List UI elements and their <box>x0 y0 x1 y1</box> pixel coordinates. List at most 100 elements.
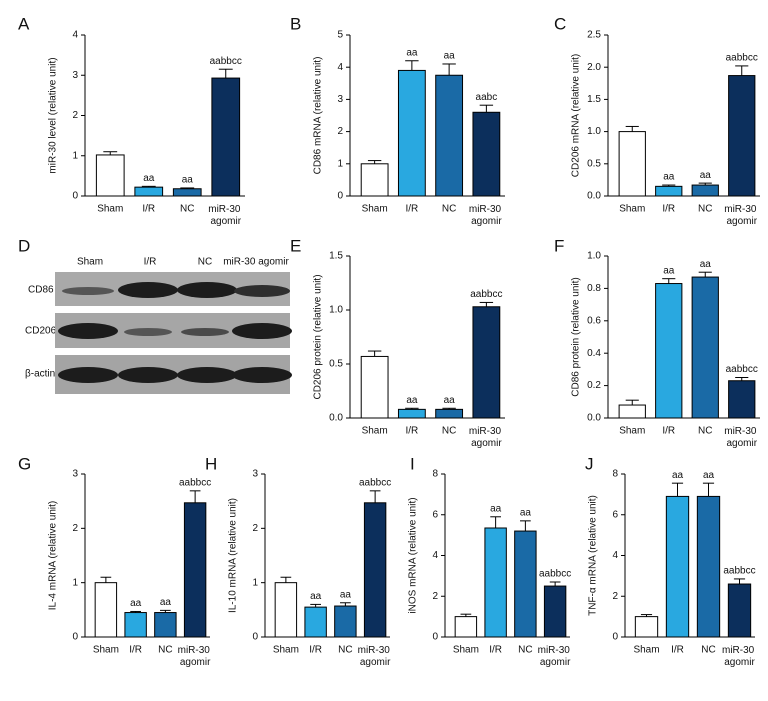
y-axis-label: TNF-α mRNA (relative unit) <box>588 495 599 616</box>
blot-band <box>232 367 292 383</box>
x-tick-label: I/R <box>309 645 322 656</box>
significance-label: aa <box>700 170 712 181</box>
y-tick-label: 6 <box>432 509 438 520</box>
bar <box>95 154 125 197</box>
y-tick-label: 8 <box>612 469 618 480</box>
x-tick-label: NC <box>518 645 532 656</box>
x-tick-label: Sham <box>93 645 119 656</box>
y-tick-label: 1 <box>337 158 343 169</box>
error-bar <box>442 407 456 410</box>
error-bar <box>160 609 171 613</box>
x-tick-label: NC <box>158 645 172 656</box>
x-tick-label: miR-30 agomir <box>208 204 243 227</box>
y-tick-label: 3 <box>72 70 78 81</box>
significance-label: aa <box>182 175 194 186</box>
x-tick-label: Sham <box>273 645 299 656</box>
blot-band <box>234 285 290 297</box>
y-tick-label: 1.5 <box>329 251 343 262</box>
y-axis-label: CD206 protein (relative unit) <box>313 274 324 399</box>
significance-label: aa <box>444 51 456 62</box>
x-tick-label: miR-30 agomir <box>724 426 759 449</box>
error-bar <box>625 125 639 132</box>
bar <box>728 75 756 197</box>
y-axis-label: CD206 mRNA (relative unit) <box>571 54 582 177</box>
x-tick-label: miR-30 agomir <box>538 645 573 668</box>
significance-label: aa <box>406 395 418 406</box>
x-tick-label-line: agomir <box>471 438 502 449</box>
y-axis-label: iNOS mRNA (relative unit) <box>408 497 419 613</box>
x-tick-label: miR-30 agomir <box>722 645 757 668</box>
bar <box>360 355 389 419</box>
bar <box>304 606 327 638</box>
panel-label: A <box>18 14 30 33</box>
y-tick-label: 0.0 <box>587 191 601 202</box>
blot-band <box>58 367 118 383</box>
error-bar <box>662 184 676 187</box>
bar <box>360 163 389 197</box>
x-tick-label: miR-30 agomir <box>469 426 504 449</box>
bar-chart: J TNF-α mRNA (relative unit) 0 2 4 6 8 Sham aa I/… <box>585 454 757 667</box>
x-tick-label-line: miR-30 <box>724 204 759 215</box>
error-bar <box>218 68 233 79</box>
x-tick-label: Sham <box>362 426 388 437</box>
error-bar <box>367 350 382 357</box>
x-tick-label: I/R <box>662 426 675 437</box>
x-tick-label: NC <box>698 426 712 437</box>
error-bar <box>671 482 684 497</box>
error-bar <box>735 377 749 381</box>
bar <box>454 616 478 638</box>
error-bar <box>625 399 639 406</box>
x-tick-label: NC <box>701 645 715 656</box>
bar <box>665 495 690 638</box>
y-tick-label: 4 <box>337 62 343 73</box>
bar <box>618 131 646 197</box>
y-tick-label: 0.2 <box>587 380 601 391</box>
bar <box>154 612 177 638</box>
y-tick-label: 2.0 <box>587 62 601 73</box>
x-tick-label: NC <box>442 204 456 215</box>
y-axis-label: IL-10 mRNA (relative unit) <box>228 498 239 613</box>
significance-label: aabbcc <box>359 477 391 488</box>
significance-label: aa <box>520 508 532 519</box>
y-tick-label: 1.5 <box>587 94 601 105</box>
x-tick-label-line: agomir <box>726 216 757 227</box>
bar <box>472 306 501 419</box>
bar <box>435 408 464 419</box>
bar-chart: E CD206 protein (relative unit) 0.0 0.5 1.0 1… <box>290 236 505 449</box>
y-tick-label: 1 <box>72 577 78 588</box>
x-tick-label-line: agomir <box>180 657 211 668</box>
bar <box>363 502 387 638</box>
error-bar <box>733 578 746 585</box>
y-axis-label: CD86 mRNA (relative unit) <box>313 57 324 175</box>
error-bar <box>698 271 712 278</box>
x-tick-label-line: agomir <box>724 657 755 668</box>
error-bar <box>460 613 472 617</box>
x-tick-label: Sham <box>633 645 659 656</box>
lane-label: Sham <box>77 257 103 268</box>
blot-band <box>118 367 178 383</box>
error-bar <box>640 614 653 617</box>
error-bar <box>369 490 381 503</box>
bar <box>691 276 719 419</box>
y-axis-label: CD86 protein (relative unit) <box>571 277 582 397</box>
significance-label: aa <box>663 172 675 183</box>
y-tick-label: 4 <box>72 30 78 41</box>
significance-label: aabc <box>476 92 498 103</box>
y-tick-label: 0.8 <box>587 283 601 294</box>
error-bar <box>479 104 494 113</box>
lane-label: I/R <box>144 257 157 268</box>
y-tick-label: 2 <box>432 591 438 602</box>
significance-label: aa <box>700 259 712 270</box>
x-tick-label: miR-30 agomir <box>724 204 759 227</box>
x-tick-label-line: agomir <box>210 216 241 227</box>
row-label: β-actin <box>25 369 55 380</box>
row-label: CD86 <box>28 285 54 296</box>
row-label: CD206 <box>25 326 57 337</box>
y-tick-label: 2.5 <box>587 30 601 41</box>
error-bar <box>310 603 321 608</box>
x-tick-label: Sham <box>97 204 123 215</box>
y-tick-label: 0.0 <box>329 413 343 424</box>
blot-band <box>62 287 114 295</box>
error-bar <box>405 60 419 71</box>
significance-label: aa <box>672 470 684 481</box>
